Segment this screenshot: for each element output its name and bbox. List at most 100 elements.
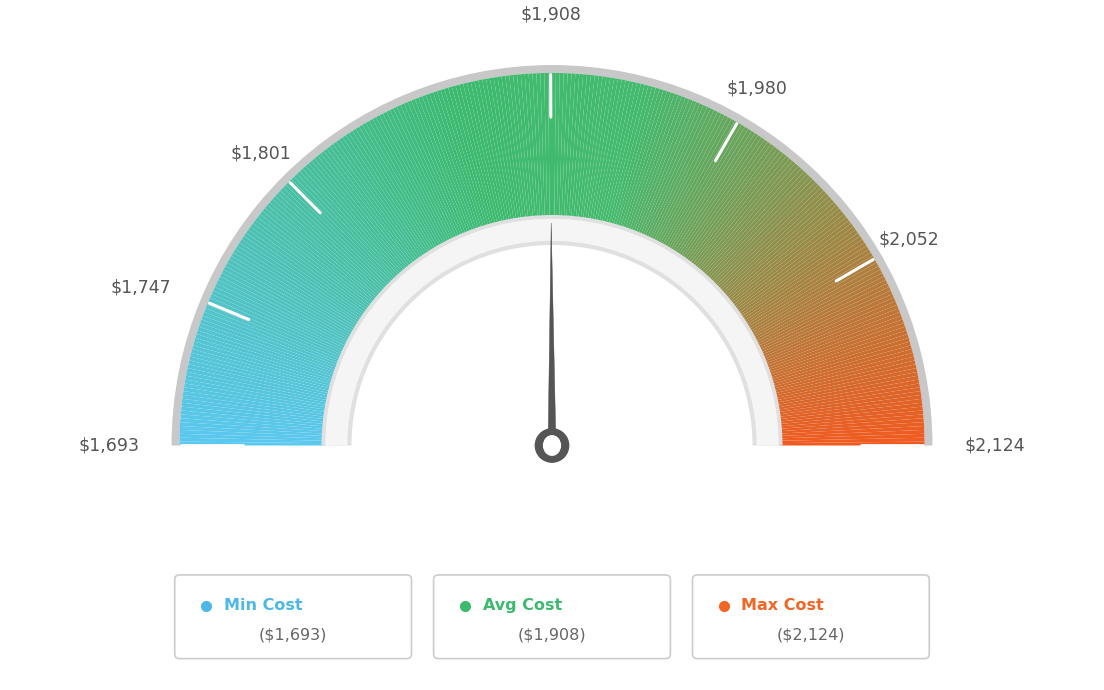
Wedge shape [766,319,904,371]
Wedge shape [404,102,464,237]
Wedge shape [493,77,519,221]
Wedge shape [330,144,418,263]
Wedge shape [327,146,416,264]
Wedge shape [613,87,656,227]
Wedge shape [606,83,645,226]
Wedge shape [355,127,434,253]
Circle shape [534,428,570,463]
Wedge shape [737,230,858,316]
Wedge shape [776,387,921,413]
Wedge shape [673,131,755,255]
Wedge shape [599,81,634,224]
Wedge shape [180,430,325,438]
Wedge shape [320,151,413,267]
Wedge shape [778,406,923,424]
Wedge shape [730,214,847,306]
Wedge shape [578,75,598,220]
Wedge shape [683,142,771,262]
Wedge shape [198,326,337,375]
Wedge shape [180,442,325,446]
Wedge shape [222,269,352,340]
FancyBboxPatch shape [434,575,670,659]
Text: Avg Cost: Avg Cost [482,598,562,613]
Wedge shape [532,73,542,219]
Wedge shape [422,95,475,233]
Wedge shape [705,171,807,279]
Wedge shape [306,164,403,275]
Wedge shape [390,108,455,241]
Wedge shape [291,177,394,283]
Wedge shape [760,294,894,355]
Wedge shape [682,139,767,260]
Wedge shape [339,137,424,259]
FancyBboxPatch shape [174,575,412,659]
Wedge shape [275,193,384,293]
Polygon shape [549,223,555,437]
Wedge shape [581,76,603,220]
Wedge shape [288,179,393,285]
Wedge shape [746,253,872,330]
Wedge shape [315,156,408,270]
Wedge shape [620,90,667,229]
Wedge shape [777,399,922,420]
Wedge shape [777,395,922,417]
Wedge shape [775,375,919,405]
Wedge shape [521,74,535,219]
Ellipse shape [543,435,561,456]
Wedge shape [702,166,802,277]
Wedge shape [672,129,752,253]
Wedge shape [426,94,477,232]
Wedge shape [227,259,355,334]
Wedge shape [779,442,924,446]
Wedge shape [380,114,449,244]
Wedge shape [326,219,778,446]
Wedge shape [205,305,341,362]
Wedge shape [728,208,841,302]
Wedge shape [311,159,407,272]
Wedge shape [501,76,523,220]
Wedge shape [608,85,648,226]
Wedge shape [240,239,362,322]
Wedge shape [180,422,325,433]
Wedge shape [761,297,895,357]
Wedge shape [204,308,341,364]
Wedge shape [734,224,853,312]
Wedge shape [181,406,326,424]
Wedge shape [182,399,327,420]
Wedge shape [478,79,509,223]
Wedge shape [333,142,421,262]
Wedge shape [393,107,457,240]
Wedge shape [180,418,326,431]
Wedge shape [718,190,826,292]
Wedge shape [769,338,910,382]
Wedge shape [647,107,711,240]
Text: Max Cost: Max Cost [742,598,825,613]
Wedge shape [689,149,781,266]
Wedge shape [203,312,340,366]
Wedge shape [244,233,365,317]
Wedge shape [693,153,786,269]
Wedge shape [212,290,346,353]
Wedge shape [509,75,528,219]
Wedge shape [323,149,415,266]
Text: Min Cost: Min Cost [224,598,302,613]
Wedge shape [711,179,816,285]
Wedge shape [569,74,583,219]
Wedge shape [273,196,383,295]
Wedge shape [464,83,500,225]
Wedge shape [199,323,338,373]
Wedge shape [180,414,326,429]
Text: $1,747: $1,747 [110,279,171,297]
Wedge shape [300,168,400,278]
Wedge shape [190,353,332,391]
Wedge shape [251,224,370,312]
Wedge shape [670,127,749,253]
Wedge shape [775,372,917,403]
Wedge shape [762,301,896,359]
Wedge shape [437,90,484,229]
Wedge shape [772,349,913,389]
Wedge shape [615,88,660,228]
Wedge shape [337,139,422,260]
Wedge shape [544,73,550,218]
Wedge shape [651,110,718,242]
